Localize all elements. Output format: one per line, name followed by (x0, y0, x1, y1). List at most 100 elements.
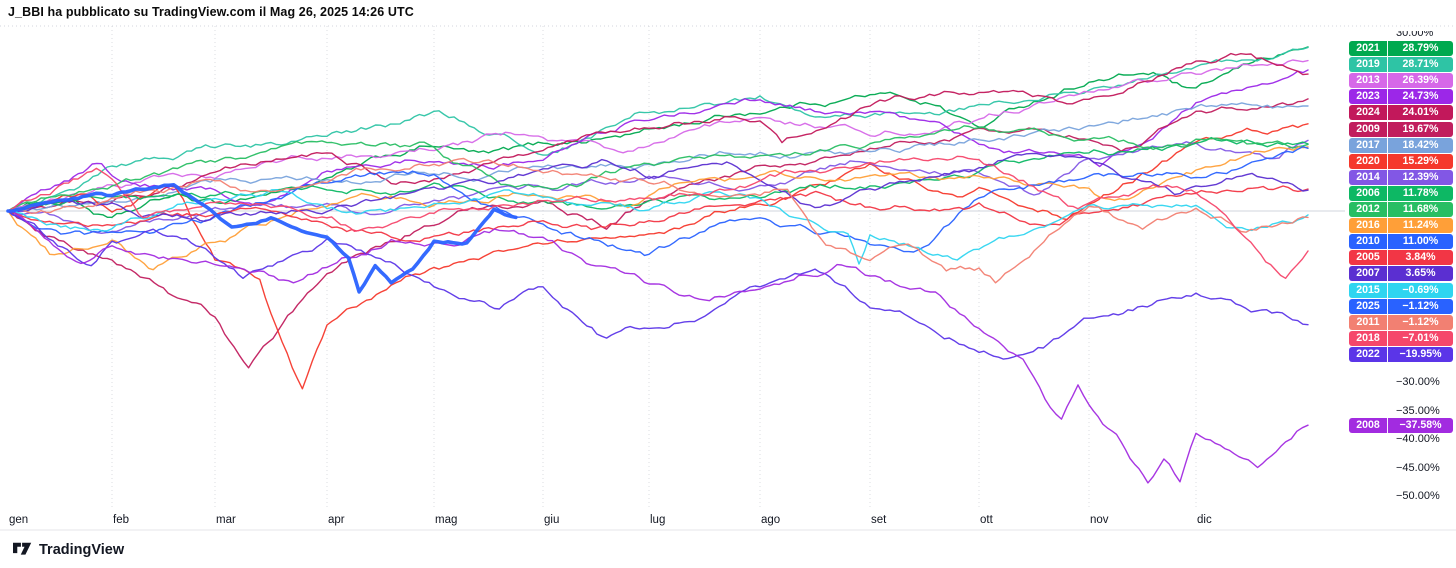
x-tick-mag: mag (435, 514, 458, 526)
legend-pill-2024[interactable]: 2024 24.01% (1349, 105, 1453, 121)
legend-year: 2012 (1356, 203, 1380, 215)
legend-value: 18.42% (1387, 137, 1453, 153)
x-tick-apr: apr (328, 514, 345, 526)
legend-year: 2013 (1356, 74, 1380, 87)
x-tick-ott: ott (980, 514, 993, 526)
y-tick-label: −45.00% (1396, 461, 1440, 474)
legend-pill-2011[interactable]: 2011 −1.12% (1349, 314, 1453, 330)
x-tick-feb: feb (113, 514, 129, 526)
tradingview-wordmark: TradingView (39, 541, 125, 558)
series-line-2020[interactable] (7, 123, 1309, 390)
legend-value: 11.00% (1387, 234, 1453, 250)
y-tick-label: −35.00% (1396, 404, 1440, 417)
series-line-2021[interactable] (7, 46, 1309, 219)
x-tick-dic: dic (1197, 514, 1212, 526)
series-line-2022[interactable] (7, 210, 1309, 360)
legend-year: 2024 (1356, 106, 1380, 119)
series-line-2006[interactable] (7, 136, 1309, 212)
legend-year: 2025 (1356, 299, 1380, 312)
legend-value: 11.24% (1387, 218, 1453, 234)
legend-value: 19.67% (1387, 121, 1453, 137)
x-tick-lug: lug (650, 514, 666, 526)
y-tick-clipped: 30.00% (1396, 31, 1433, 43)
legend-pill-2013[interactable]: 2013 26.39% (1349, 73, 1453, 89)
series-line-2018[interactable] (7, 155, 1309, 279)
legend-value: 12.39% (1387, 169, 1453, 185)
legend-value: 28.79% (1387, 41, 1453, 56)
series-line-2008[interactable] (7, 210, 1309, 484)
legend-value: 3.84% (1387, 250, 1453, 266)
legend-value: 24.01% (1387, 105, 1453, 121)
legend-pill-2019[interactable]: 2019 28.71% (1349, 57, 1453, 73)
legend-pill-2014[interactable]: 2014 12.39% (1349, 169, 1453, 185)
legend-value: −1.12% (1387, 298, 1453, 314)
tradingview-logo-icon (13, 542, 32, 555)
legend-value: −37.58% (1387, 417, 1453, 433)
legend-year: 2007 (1356, 267, 1380, 280)
legend-pill-2021[interactable]: 2021 28.79% (1349, 41, 1453, 56)
legend-year: 2011 (1356, 315, 1380, 328)
legend-value: 28.71% (1387, 57, 1453, 73)
series-line-2011[interactable] (7, 157, 1309, 284)
legend-year: 2023 (1356, 90, 1380, 103)
legend-pill-2023[interactable]: 2023 24.73% (1349, 89, 1453, 105)
x-tick-ago: ago (761, 514, 781, 526)
legend-pill-2005[interactable]: 2005 3.84% (1349, 250, 1453, 266)
legend-pill-2012[interactable]: 2012 11.68% (1349, 202, 1453, 217)
legend-year: 2008 (1356, 418, 1380, 431)
series-line-2025[interactable] (6, 183, 518, 294)
legend-year: 2020 (1356, 154, 1380, 167)
series-line-2024[interactable] (7, 52, 1309, 212)
legend-pill-2007[interactable]: 2007 3.65% (1349, 266, 1453, 282)
series-line-2017[interactable] (7, 102, 1309, 212)
legend-pill-2017[interactable]: 2017 18.42% (1349, 137, 1453, 153)
legend-pill-2006[interactable]: 2006 11.78% (1349, 185, 1453, 201)
x-tick-nov: nov (1090, 514, 1109, 526)
legend-year: 2019 (1356, 58, 1380, 71)
legend-pill-2010[interactable]: 2010 11.00% (1349, 234, 1453, 250)
y-tick-label: −30.00% (1396, 376, 1440, 388)
series-line-2016[interactable] (7, 146, 1309, 271)
legend-year: 2021 (1356, 42, 1380, 54)
legend-value: −7.01% (1387, 330, 1453, 346)
series-line-2015[interactable] (7, 188, 1309, 265)
legend-value: −0.69% (1387, 282, 1453, 298)
legend-value: −19.95% (1387, 346, 1453, 362)
legend-pill-2015[interactable]: 2015 −0.69% (1349, 282, 1453, 298)
publish-attribution: J_BBI ha pubblicato su TradingView.com i… (8, 5, 414, 19)
legend-pill-2016[interactable]: 2016 11.24% (1349, 218, 1453, 234)
legend-year: 2015 (1356, 283, 1380, 296)
legend-pill-2020[interactable]: 2020 15.29% (1349, 153, 1453, 169)
legend-year: 2017 (1356, 138, 1380, 151)
x-tick-mar: mar (216, 514, 236, 526)
legend-pill-2009[interactable]: 2009 19.67% (1349, 121, 1453, 137)
legend-pill-2022[interactable]: 2022 −19.95% (1349, 346, 1453, 362)
series-line-2019[interactable] (7, 46, 1309, 212)
y-tick-label: −40.00% (1396, 433, 1440, 445)
legend-value: 11.68% (1387, 202, 1453, 217)
legend-year: 2014 (1356, 170, 1380, 183)
series-line-2012[interactable] (7, 125, 1309, 212)
y-tick-label: 30.00% (1396, 31, 1434, 39)
legend-value: −1.12% (1387, 314, 1453, 330)
legend-pill-2018[interactable]: 2018 −7.01% (1349, 330, 1453, 346)
legend-pill-2008[interactable]: 2008 −37.58% (1349, 417, 1453, 433)
series-line-2013[interactable] (7, 59, 1309, 212)
legend-year: 2016 (1356, 219, 1380, 232)
legend-year: 2022 (1356, 347, 1380, 360)
legend-value: 11.78% (1387, 185, 1453, 201)
legend-value: 26.39% (1387, 73, 1453, 89)
x-tick-giu: giu (544, 514, 560, 526)
legend-year: 2006 (1356, 186, 1380, 199)
legend-value: 3.65% (1387, 266, 1453, 282)
legend-pill-2025[interactable]: 2025 −1.12% (1349, 298, 1453, 314)
legend-value: 15.29% (1387, 153, 1453, 169)
y-tick-label: −50.00% (1396, 490, 1440, 502)
legend-year: 2009 (1356, 122, 1380, 135)
legend-year: 2005 (1356, 251, 1380, 264)
footer: TradingView (13, 541, 124, 558)
legend-year: 2010 (1356, 235, 1380, 248)
x-tick-set: set (871, 514, 887, 526)
